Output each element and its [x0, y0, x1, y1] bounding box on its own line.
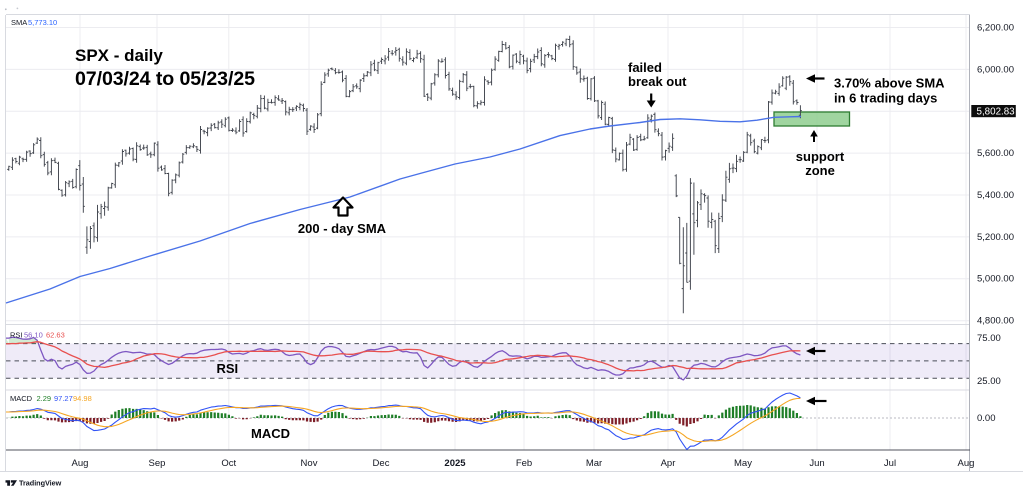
svg-text:RSI: RSI [217, 361, 239, 376]
svg-text:3.70% above SMA: 3.70% above SMA [834, 76, 945, 91]
svg-text:Jun: Jun [809, 458, 824, 469]
svg-text:07/03/24 to 05/23/25: 07/03/24 to 05/23/25 [75, 68, 255, 90]
svg-text:5,000.00: 5,000.00 [977, 274, 1014, 285]
svg-text:56.10: 56.10 [24, 331, 43, 340]
svg-text:2025: 2025 [444, 458, 466, 469]
svg-text:Mar: Mar [586, 458, 602, 469]
svg-text:Sep: Sep [149, 458, 166, 469]
svg-text:94.98: 94.98 [73, 394, 92, 403]
svg-text:SPX - daily: SPX - daily [75, 46, 163, 65]
svg-text:in 6 trading days: in 6 trading days [834, 91, 937, 106]
svg-text:Aug: Aug [72, 458, 89, 469]
svg-text:Feb: Feb [516, 458, 532, 469]
svg-text:Jul: Jul [884, 458, 896, 469]
svg-text:break out: break out [628, 74, 687, 89]
svg-text:200 - day SMA: 200 - day SMA [298, 221, 387, 236]
svg-text:5,200.00: 5,200.00 [977, 232, 1014, 243]
svg-text:Dec: Dec [373, 458, 390, 469]
svg-text:62.63: 62.63 [46, 331, 65, 340]
svg-text:MACD: MACD [251, 426, 290, 441]
svg-text:6,200.00: 6,200.00 [977, 22, 1014, 33]
svg-text:failed: failed [628, 60, 662, 75]
svg-text:zone: zone [805, 163, 835, 178]
svg-text:Oct: Oct [221, 458, 236, 469]
svg-text:97.27: 97.27 [54, 394, 73, 403]
svg-text:6,000.00: 6,000.00 [977, 64, 1014, 75]
svg-text:Nov: Nov [301, 458, 318, 469]
svg-text:May: May [734, 458, 752, 469]
svg-text:RSI: RSI [10, 331, 23, 340]
svg-text:Aug: Aug [958, 458, 975, 469]
svg-text:2.29: 2.29 [37, 394, 52, 403]
svg-text:MACD: MACD [10, 394, 33, 403]
svg-text:0.00: 0.00 [977, 413, 996, 424]
svg-text:support: support [796, 149, 845, 164]
svg-text:5,600.00: 5,600.00 [977, 148, 1014, 159]
svg-text:5,773.10: 5,773.10 [28, 18, 57, 27]
svg-text:5,400.00: 5,400.00 [977, 190, 1014, 201]
svg-text:25.00: 25.00 [977, 376, 1001, 387]
svg-text:Apr: Apr [661, 458, 676, 469]
svg-text:5,802.83: 5,802.83 [977, 106, 1016, 117]
svg-text:SMA: SMA [11, 18, 27, 27]
svg-text:4,800.00: 4,800.00 [977, 316, 1014, 327]
svg-text:75.00: 75.00 [977, 333, 1001, 344]
svg-text:TradingView: TradingView [19, 478, 62, 487]
